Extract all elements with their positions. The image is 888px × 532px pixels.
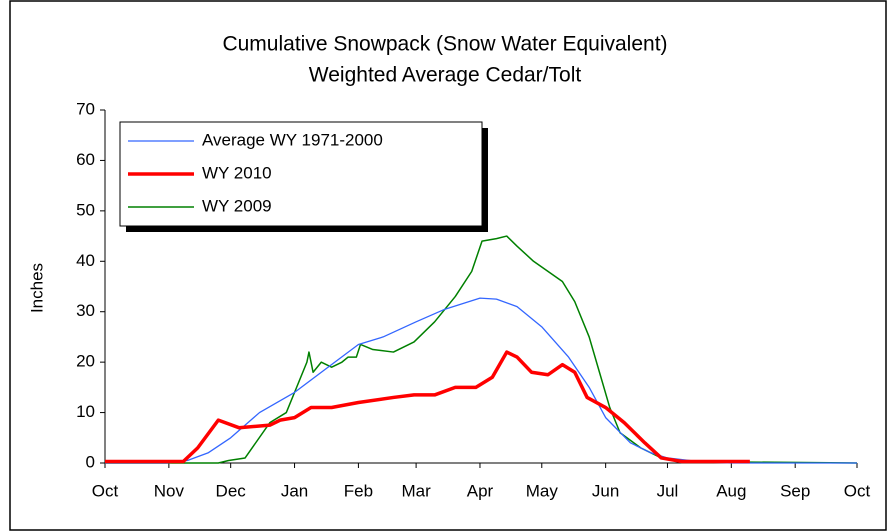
chart-title: Cumulative Snowpack (Snow Water Equivale… xyxy=(222,33,667,56)
x-tick-label: Sep xyxy=(780,481,810,500)
legend-label: Average WY 1971-2000 xyxy=(202,130,383,149)
x-tick-label: Oct xyxy=(92,481,119,500)
y-tick-label: 20 xyxy=(76,352,95,371)
legend xyxy=(119,121,483,227)
x-tick-label: Nov xyxy=(154,481,185,500)
legend-label: WY 2009 xyxy=(202,196,272,215)
x-tick-label: May xyxy=(526,481,559,500)
chart-subtitle: Weighted Average Cedar/Tolt xyxy=(309,64,582,87)
y-tick-label: 30 xyxy=(76,301,95,320)
x-tick-label: Feb xyxy=(344,481,373,500)
y-tick-label: 10 xyxy=(76,402,95,421)
series-line xyxy=(105,235,858,464)
frame xyxy=(9,0,887,531)
y-axis-label: Inches xyxy=(27,263,46,313)
legend-label: WY 2010 xyxy=(202,163,272,182)
x-tick-label: Jan xyxy=(281,481,308,500)
y-tick-label: 70 xyxy=(76,99,95,118)
series-line xyxy=(105,350,750,464)
x-tick-label: Aug xyxy=(716,481,746,500)
x-tick-label: Mar xyxy=(401,481,431,500)
x-tick-label: Dec xyxy=(216,481,247,500)
y-tick-label: 50 xyxy=(76,200,95,219)
y-tick-label: 0 xyxy=(86,452,95,471)
y-tick-label: 60 xyxy=(76,150,95,169)
y-tick-label: 40 xyxy=(76,251,95,270)
x-tick-label: Jul xyxy=(657,481,679,500)
series-line xyxy=(105,297,857,464)
x-tick-label: Apr xyxy=(467,481,494,500)
x-tick-label: Jun xyxy=(592,481,619,500)
x-tick-label: Oct xyxy=(844,481,871,500)
